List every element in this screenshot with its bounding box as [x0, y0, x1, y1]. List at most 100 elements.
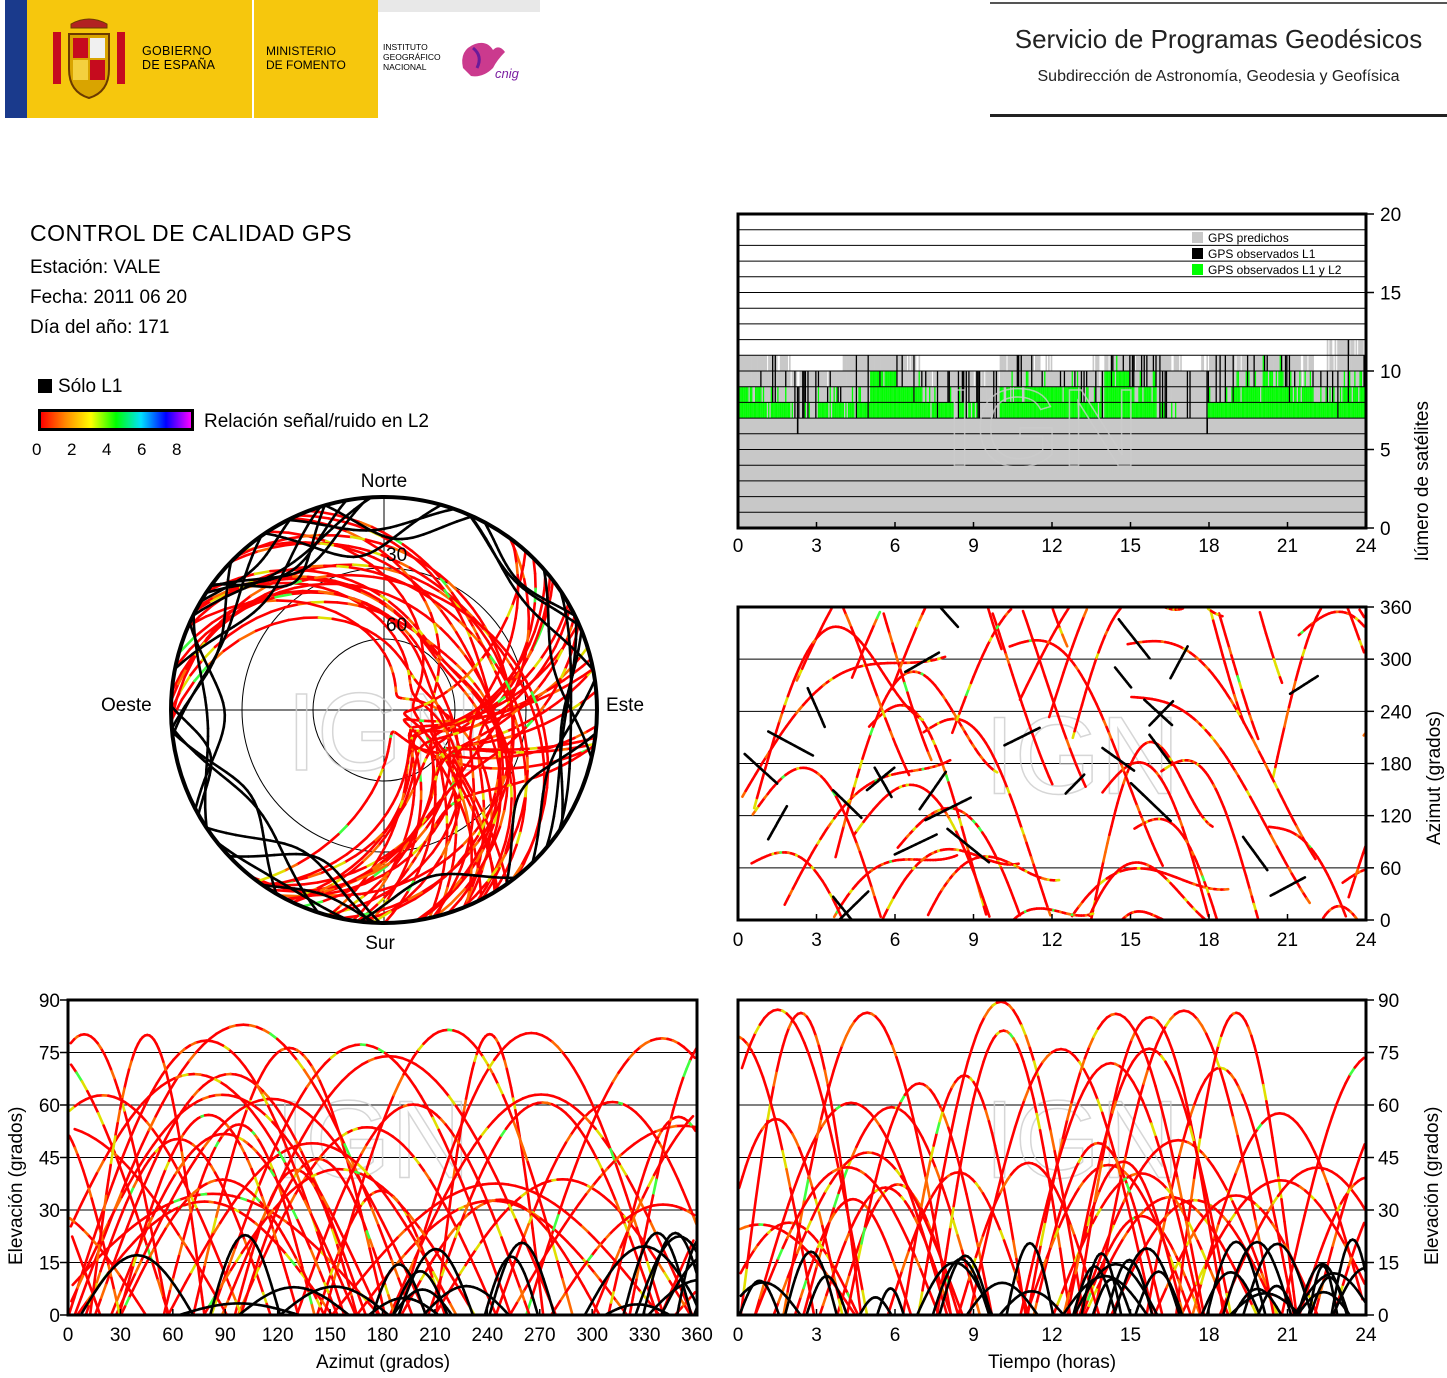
track-segment	[288, 882, 306, 887]
track-segment	[417, 571, 428, 580]
track-segment	[413, 886, 433, 901]
service-title: Servicio de Programas Geodésicos	[1014, 24, 1423, 54]
track-segment	[1097, 869, 1103, 882]
track-segment	[864, 868, 871, 880]
track-segment	[1021, 704, 1028, 717]
track-segment	[1299, 654, 1305, 665]
track-segment	[1004, 653, 1011, 666]
predicted-bar	[1084, 371, 1087, 419]
track-segment	[1006, 881, 1012, 892]
track-segment	[523, 694, 533, 705]
predicted-bar	[1203, 371, 1206, 419]
track-segment	[412, 586, 424, 595]
track-segment	[982, 905, 988, 916]
track-segment	[410, 831, 418, 843]
predicted-bar	[1091, 371, 1093, 419]
l1l2-bar	[938, 402, 940, 419]
track-segment	[1211, 619, 1217, 631]
track-segment	[514, 606, 519, 620]
track-segment	[369, 862, 381, 871]
ign-line-2: GEOGRÁFICO	[383, 52, 441, 62]
track-segment	[449, 887, 467, 905]
track-segment	[198, 604, 214, 618]
l1l2-bar	[1113, 371, 1116, 419]
track-segment	[272, 541, 292, 546]
y-tick: 120	[1380, 807, 1412, 828]
l1l2-bar	[1232, 402, 1235, 419]
track-segment	[470, 817, 475, 830]
l1l2-bar	[1122, 371, 1125, 419]
track-segment	[934, 651, 941, 656]
track-segment	[1280, 725, 1286, 738]
track-segment	[983, 857, 991, 864]
l1l2-bar	[927, 402, 930, 419]
track-segment	[438, 790, 447, 806]
l1-bar	[772, 355, 774, 403]
track-segment	[962, 833, 968, 845]
track-segment	[1031, 732, 1038, 745]
l1l2-bar	[838, 402, 841, 419]
track-segment	[1031, 637, 1037, 650]
track-segment	[394, 620, 406, 631]
l1-bar	[807, 371, 809, 419]
track-segment	[476, 819, 482, 831]
track-segment	[372, 575, 386, 581]
track-segment	[334, 610, 349, 620]
predicted-bar	[1194, 371, 1197, 419]
track-segment	[222, 638, 242, 653]
predicted-bar	[808, 371, 811, 419]
predicted-bar	[940, 371, 943, 419]
l1l2-bar	[1089, 402, 1092, 419]
track-segment	[1053, 688, 1060, 701]
y-tick: 0	[1380, 911, 1391, 932]
track-segment	[525, 650, 533, 661]
predicted-bar	[1345, 339, 1347, 419]
track-segment	[467, 855, 478, 870]
l1l2-bar	[1299, 371, 1301, 419]
track-segment	[310, 600, 327, 604]
l1l2-bar	[1152, 371, 1155, 419]
l1l2-bar	[1316, 402, 1318, 419]
track-segment	[953, 853, 959, 858]
x-tick: 0	[733, 536, 744, 557]
track-segment	[358, 547, 373, 553]
x-tick: 3	[811, 536, 822, 557]
track-segment	[350, 586, 364, 594]
track-segment	[371, 864, 388, 879]
predicted-bar	[800, 371, 803, 419]
l1l2-bar	[804, 402, 807, 419]
track-segment	[394, 618, 405, 626]
track-segment	[498, 642, 509, 654]
track-segment	[542, 696, 552, 708]
l1l2-bar	[1071, 371, 1074, 419]
track-segment	[524, 744, 529, 760]
track-segment	[483, 647, 492, 658]
track-segment	[469, 636, 475, 647]
predicted-bar	[1134, 371, 1137, 419]
track-segment	[501, 653, 508, 664]
l1l2-bar	[787, 402, 790, 419]
l1-bar	[1232, 355, 1235, 403]
l1l2-bar	[1331, 402, 1334, 419]
track-segment	[510, 682, 521, 693]
track-segment	[458, 620, 468, 630]
track-segment	[445, 877, 452, 890]
ign-watermark: IGN	[984, 695, 1180, 818]
predicted-bar	[1329, 339, 1331, 419]
track-segment	[429, 597, 440, 606]
track-segment	[1093, 888, 1099, 901]
predicted-bar	[935, 371, 938, 419]
track-segment	[185, 653, 197, 670]
track-segment	[1296, 661, 1302, 673]
l1-bar	[829, 371, 832, 387]
track-segment	[1214, 627, 1220, 640]
l1l2-bar	[1151, 402, 1154, 419]
institutional-header: GOBIERNO DE ESPAÑA MINISTERIO DE FOMENTO I…	[5, 0, 540, 118]
station-label: Estación: VALE	[30, 257, 161, 278]
track-segment	[408, 634, 417, 645]
track-segment	[433, 622, 439, 636]
track-segment	[380, 825, 391, 836]
track-segment	[463, 654, 473, 665]
track-segment	[378, 542, 395, 550]
track-segment	[318, 590, 337, 595]
